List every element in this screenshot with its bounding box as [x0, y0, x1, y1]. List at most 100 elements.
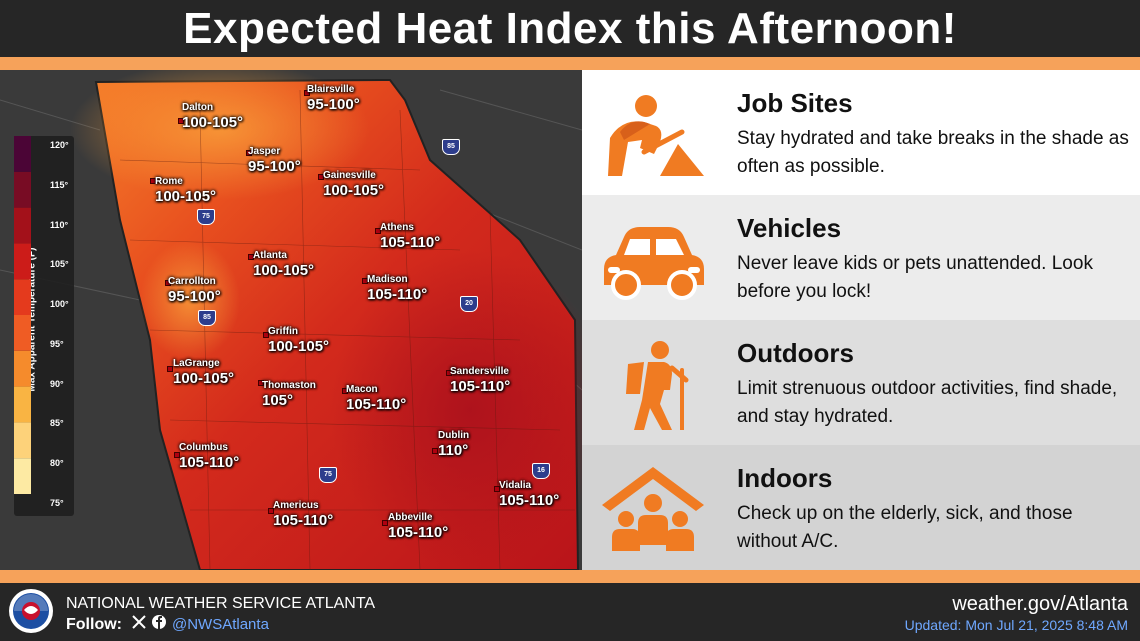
house-family-icon [602, 467, 704, 551]
legend-swatch [14, 243, 31, 280]
panel-text: Never leave kids or pets unattended. Loo… [737, 253, 1093, 302]
cooler-region-north [70, 70, 370, 200]
city-label-rome: Rome 100-105° [155, 176, 217, 205]
color-legend: Max Apparent Temperature (F) 120° 115° 110… [14, 136, 74, 516]
city-label-sandersville: Sandersville 105-110° [450, 366, 511, 395]
panel-heading: Outdoors [737, 338, 854, 368]
city-dot [268, 508, 274, 514]
panel-job-sites: Job Sites Stay hydrated and take breaks … [582, 70, 1140, 195]
city-label-vidalia: Vidalia 105-110° [499, 480, 560, 509]
city-label-blairsville: Blairsville 95-100° [307, 84, 360, 113]
legend-color-bar [14, 136, 31, 494]
city-dot [318, 174, 324, 180]
city-label-griffin: Griffin 100-105° [268, 326, 330, 355]
legend-swatch [14, 350, 31, 387]
legend-swatch [14, 386, 31, 423]
interstate-shield: 16 [532, 463, 550, 479]
legend-tick-label: 100° [50, 299, 69, 310]
city-label-columbus: Columbus 105-110° [179, 442, 240, 471]
panel-outdoors: Outdoors Limit strenuous outdoor activit… [582, 320, 1140, 445]
legend-tick-label: 110° [50, 219, 69, 230]
page-title: Expected Heat Index this Afternoon! [183, 3, 957, 53]
city-dot [150, 178, 156, 184]
panel-vehicles: Vehicles Never leave kids or pets unatte… [582, 195, 1140, 320]
website-link[interactable]: weather.gov/Atlanta [952, 593, 1128, 615]
panel-text: Check up on the elderly, sick, and those… [737, 503, 1073, 552]
city-label-madison: Madison 105-110° [367, 274, 428, 303]
city-dot [375, 228, 381, 234]
city-label-gainesville: Gainesville 100-105° [323, 170, 385, 199]
panel-heading: Vehicles [737, 213, 842, 243]
city-label-abbeville: Abbeville 105-110° [388, 512, 449, 541]
legend-tick-label: 115° [50, 179, 69, 190]
city-dot [446, 370, 452, 376]
city-dot [432, 448, 438, 454]
city-dot [178, 118, 184, 124]
panel-text: Limit strenuous outdoor activities, find… [737, 378, 1118, 427]
legend-tick-label: 105° [50, 259, 69, 270]
nws-logo-icon [9, 589, 53, 633]
footer: NATIONAL WEATHER SERVICE ATLANTA Follow:… [0, 583, 1140, 641]
legend-swatch [14, 422, 31, 459]
main-content: Blairsville 95-100° Dalton 100-105° Jasper… [0, 70, 1140, 570]
interstate-shield: 85 [198, 310, 216, 326]
city-label-dalton: Dalton 100-105° [182, 102, 244, 131]
construction-worker-icon [608, 95, 704, 176]
heat-index-map: Blairsville 95-100° Dalton 100-105° Jasper… [0, 70, 582, 570]
legend-tick-label: 95° [50, 338, 64, 349]
x-icon[interactable] [132, 615, 146, 634]
panel-indoors: Indoors Check up on the elderly, sick, a… [582, 445, 1140, 570]
city-dot [362, 278, 368, 284]
hiker-icon [626, 341, 689, 430]
panel-heading: Indoors [737, 463, 833, 493]
panel-text: Stay hydrated and take breaks in the sha… [737, 128, 1129, 177]
legend-swatch [14, 171, 31, 208]
city-label-athens: Athens 105-110° [380, 222, 441, 251]
city-dot [263, 332, 269, 338]
safety-panels: Job Sites Stay hydrated and take breaks … [582, 70, 1140, 570]
city-dot [165, 280, 171, 286]
legend-swatch [14, 279, 31, 315]
city-dot [167, 366, 173, 372]
map-base [0, 70, 582, 570]
office-name: NATIONAL WEATHER SERVICE ATLANTA [66, 595, 376, 612]
city-label-dublin: Dublin 110° [438, 430, 470, 459]
accent-stripe-top [0, 57, 1140, 70]
car-icon [604, 227, 704, 300]
accent-stripe-bottom [0, 570, 1140, 583]
follow-row: Follow: @NWSAtlanta [66, 615, 269, 634]
city-dot [246, 150, 252, 156]
legend-tick-label: 80° [50, 458, 64, 469]
legend-swatch [14, 207, 31, 244]
city-label-thomaston: Thomaston 105° [262, 380, 316, 409]
title-bar: Expected Heat Index this Afternoon! [0, 0, 1140, 57]
social-handle-link[interactable]: @NWSAtlanta [171, 616, 269, 633]
legend-tick-label: 85° [50, 418, 64, 429]
interstate-shield: 75 [319, 467, 337, 483]
city-label-atlanta: Atlanta 100-105° [253, 250, 315, 279]
city-label-lagrange: LaGrange 100-105° [173, 358, 235, 387]
county-lines [119, 89, 575, 570]
hot-region [330, 250, 582, 570]
cooler-region-west [140, 240, 240, 360]
city-dot [494, 486, 500, 492]
city-dot [382, 520, 388, 526]
legend-swatch [14, 315, 31, 351]
interstate-shield: 85 [442, 139, 460, 155]
legend-swatch [14, 136, 31, 172]
city-dot [304, 90, 310, 96]
city-label-americus: Americus 105-110° [273, 500, 334, 529]
legend-tick-label: 120° [50, 140, 69, 150]
facebook-icon[interactable] [151, 615, 166, 634]
city-label-macon: Macon 105-110° [346, 384, 407, 413]
interstate-shield: 20 [460, 296, 478, 312]
updated-timestamp: Updated: Mon Jul 21, 2025 8:48 AM [904, 617, 1128, 633]
follow-label: Follow: [66, 615, 122, 633]
city-label-jasper: Jasper 95-100° [248, 146, 301, 175]
legend-tick-label: 75° [50, 498, 64, 508]
legend-swatch [14, 458, 31, 494]
city-dot [174, 452, 180, 458]
city-dot [342, 388, 348, 394]
city-dot [248, 254, 254, 260]
interstate-shield: 75 [197, 209, 215, 225]
